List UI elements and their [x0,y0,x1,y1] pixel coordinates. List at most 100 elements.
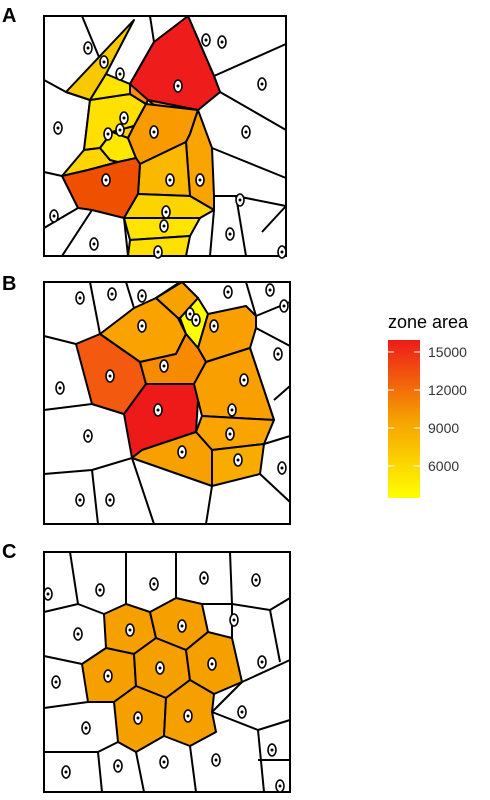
site-marker [177,619,187,633]
site-marker [103,669,113,683]
site-marker [133,711,143,725]
site-marker [119,111,129,125]
panel-a: A [2,5,287,259]
site-marker [277,461,287,475]
cell-edge [43,701,89,709]
site-marker [75,493,85,507]
legend-title: zone area [388,312,469,332]
legend-tick-label: 6000 [428,458,459,474]
site-marker [217,35,227,49]
cell-edge [261,205,287,233]
legend-color-bar [388,340,420,498]
site-marker [153,245,163,259]
cell-edge [259,473,291,503]
site-marker [43,587,53,601]
site-marker [195,173,205,187]
cell-edge [125,281,135,309]
site-marker [149,125,159,139]
site-marker [225,227,235,241]
site-marker [137,289,147,303]
zone-cell [61,157,141,219]
site-marker [257,77,267,91]
site-marker [105,369,115,383]
site-marker [239,373,249,387]
cell-edge [235,195,247,257]
site-marker [153,403,163,417]
site-marker [257,655,267,669]
site-marker [225,427,235,441]
site-marker [75,291,85,305]
panel-a-frame [43,15,287,257]
site-marker [229,613,239,627]
cell-edge [241,659,291,683]
site-marker [149,577,159,591]
legend-tick-label: 15000 [428,344,467,360]
panel-b: B [2,273,291,525]
cell-edge [43,171,63,177]
site-marker [73,627,83,641]
cell-edge [43,403,93,411]
cell-edge [263,435,291,445]
site-marker [51,675,61,689]
site-marker [159,755,169,769]
site-marker [83,41,93,55]
site-marker [125,623,135,637]
site-marker [265,283,275,297]
legend-tick-label: 12000 [428,382,467,398]
site-marker [101,173,111,187]
site-marker [137,319,147,333]
cell-edge [211,147,287,179]
site-marker [235,193,245,207]
site-marker [53,121,63,135]
site-marker [55,381,65,395]
panel-b-markers [55,283,289,507]
cell-edge [123,217,129,257]
cell-edge [219,91,287,131]
site-marker [107,287,117,301]
site-marker [191,313,201,327]
cell-edge [213,43,287,77]
cell-edge [209,209,215,257]
cell-edge [135,751,145,793]
site-marker [277,245,287,259]
cell-edge [205,485,213,525]
zone-cell [123,193,215,219]
cell-edge [202,603,233,638]
legend-tick-label: 9000 [428,420,459,436]
site-marker [201,33,211,47]
cell-edge [255,327,291,347]
site-marker [113,759,123,773]
zone-cell [129,15,221,111]
site-marker [105,493,115,507]
cell-edge [89,281,101,335]
cell-edge [43,603,105,615]
cell-edge [43,207,79,229]
panel-c-markers [43,571,285,793]
panel-c-cells [43,551,291,793]
site-marker [83,429,93,443]
site-marker [209,319,219,333]
site-marker [159,359,169,373]
panel-c: C [2,541,291,793]
panel-label-c: C [2,541,16,563]
site-marker [161,205,171,219]
cell-edge [43,335,77,345]
panel-c-frame [43,551,291,793]
site-marker [115,67,125,81]
site-marker [81,721,91,735]
panel-a-markers [49,33,287,259]
cell-edge [69,551,79,605]
site-marker [103,127,113,141]
site-marker [89,237,99,251]
cell-edge [91,469,99,525]
site-marker [267,743,277,757]
site-marker [99,55,109,69]
cell-edge [131,457,155,525]
cell-edge [273,385,291,401]
site-marker [95,583,105,597]
legend: zone area 15000 12000 9000 6000 [388,312,469,498]
site-marker [115,123,125,137]
site-marker [61,765,71,779]
cell-edge [211,681,243,713]
